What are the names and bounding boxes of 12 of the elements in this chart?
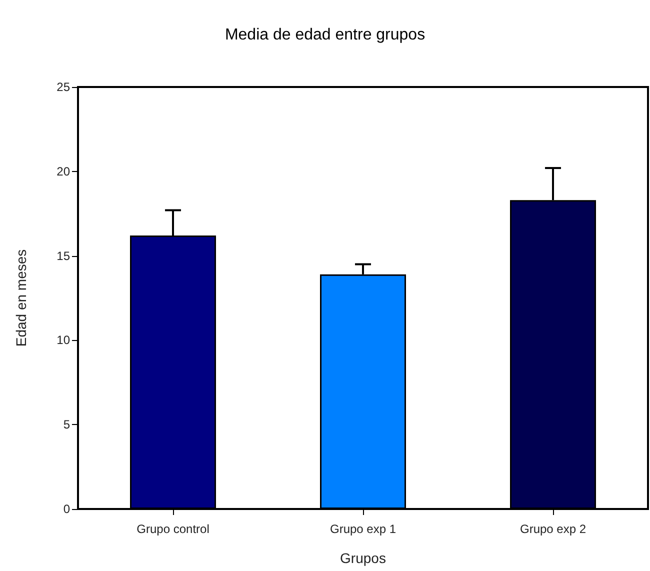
- x-tick-label: Grupo control: [136, 522, 210, 536]
- x-tick-label: Grupo exp 2: [520, 522, 586, 536]
- y-tick-label: 0: [63, 502, 70, 516]
- y-tick-label: 25: [56, 80, 70, 94]
- x-axis-title: Grupos: [340, 550, 386, 566]
- y-tick-label: 5: [63, 418, 70, 432]
- x-tick-label: Grupo exp 1: [330, 522, 396, 536]
- y-tick-label: 15: [56, 248, 70, 263]
- chart-title: Media de edad entre grupos: [224, 26, 426, 44]
- y-axis-title: Edad en meses: [13, 249, 29, 347]
- y-tick-label: 10: [56, 333, 70, 348]
- y-tick-label: 20: [56, 164, 70, 178]
